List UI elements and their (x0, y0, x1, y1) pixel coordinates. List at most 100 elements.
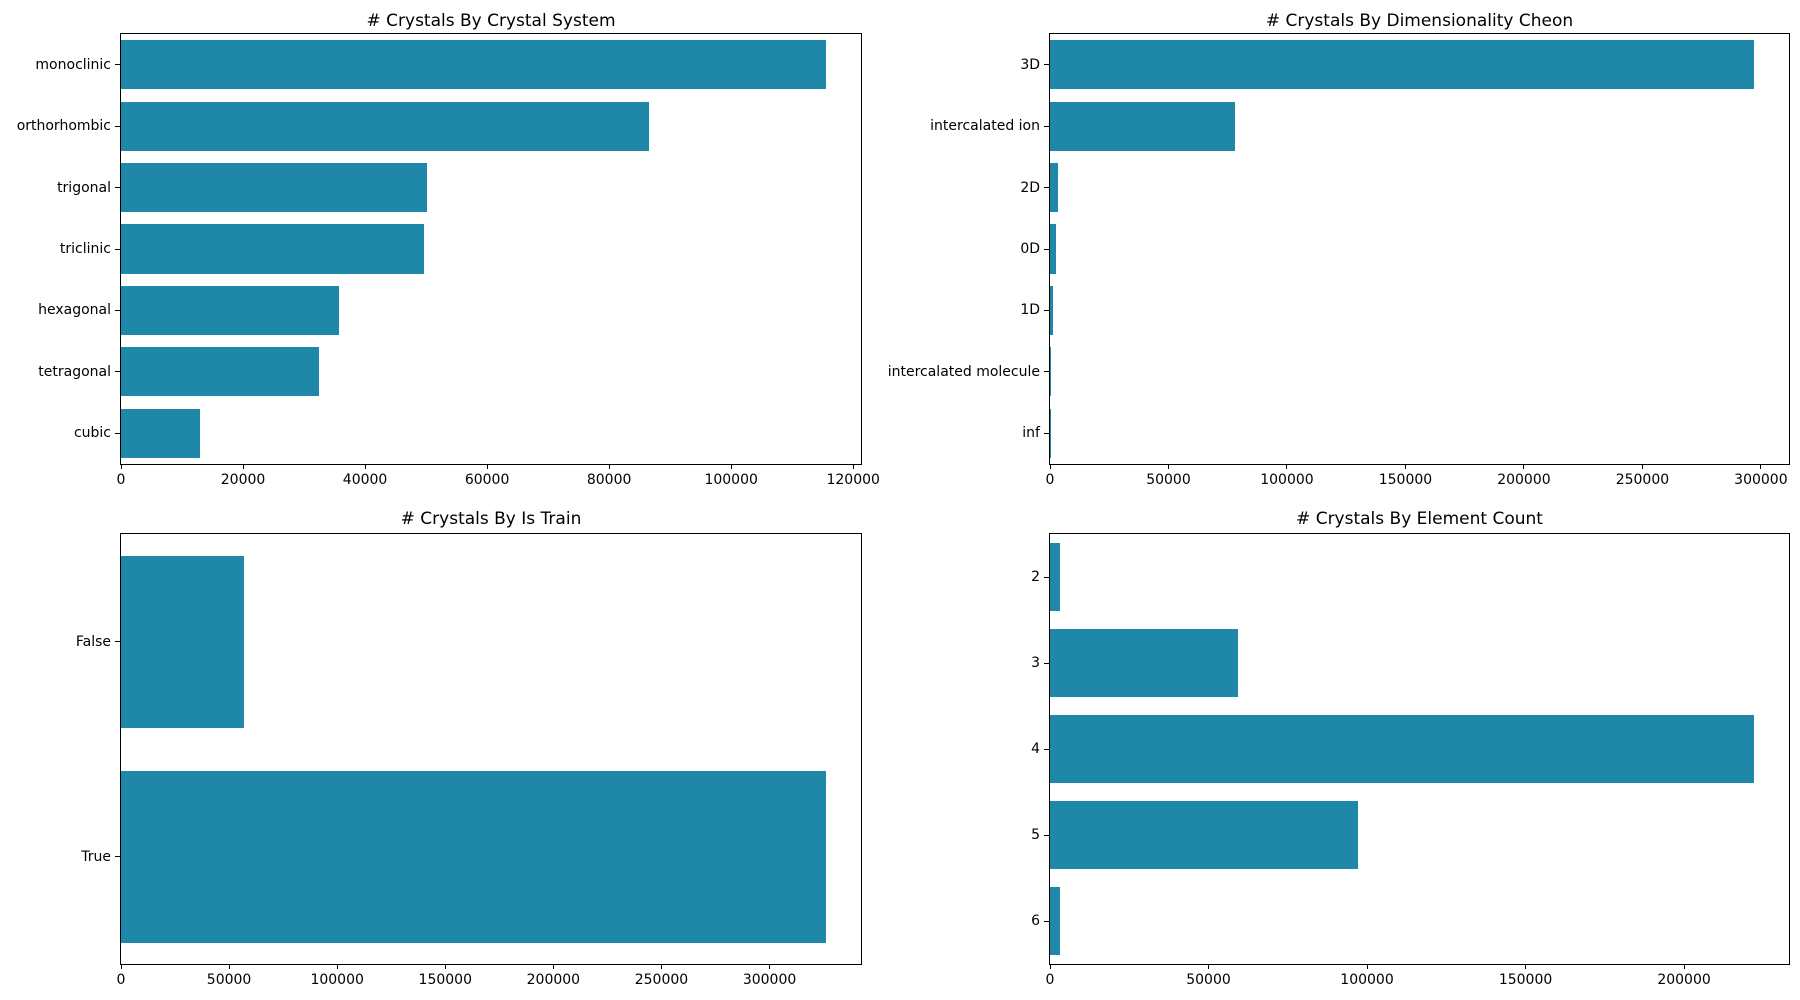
bar (1050, 800, 1359, 870)
bar (1050, 163, 1058, 213)
x-tick (228, 964, 230, 969)
bar (121, 285, 339, 335)
x-tick (120, 464, 122, 469)
x-tick-label: 50000 (1186, 972, 1231, 988)
x-tick (769, 964, 771, 969)
bar (1050, 40, 1754, 90)
chart-title-dimensionality-cheon: # Crystals By Dimensionality Cheon (1265, 11, 1574, 31)
y-tick (1044, 920, 1050, 922)
y-tick (1044, 371, 1050, 373)
y-tick (115, 309, 121, 311)
x-tick (364, 464, 366, 469)
y-tick (1044, 576, 1050, 578)
x-tick (1525, 964, 1527, 969)
x-tick (660, 964, 662, 969)
y-tick (1044, 125, 1050, 127)
bar (1050, 714, 1754, 784)
y-tick-label: inf (1022, 425, 1040, 442)
x-tick-label: 150000 (418, 972, 472, 988)
bar (1050, 628, 1238, 698)
y-tick (115, 125, 121, 127)
chart-title-is-train: # Crystals By Is Train (400, 509, 582, 529)
y-tick (1044, 834, 1050, 836)
bar (121, 40, 826, 90)
x-tick (120, 964, 122, 969)
x-tick (1208, 964, 1210, 969)
x-tick (1366, 964, 1368, 969)
y-tick (115, 641, 121, 642)
y-tick (1044, 248, 1050, 250)
y-tick-label: triclinic (59, 241, 111, 257)
y-tick (1044, 64, 1050, 66)
y-tick (115, 856, 121, 857)
y-tick-label: 3D (1020, 56, 1040, 73)
x-tick-label: 300000 (1734, 472, 1788, 488)
bar (1050, 347, 1051, 397)
y-tick (1044, 309, 1050, 311)
bar (121, 101, 650, 151)
plot-area-crystal-system: monoclinic orthorhombic trigonal triclinic h… (17, 33, 880, 488)
y-tick-label: 6 (1031, 913, 1040, 929)
x-tick (242, 464, 244, 469)
bar (121, 224, 424, 274)
x-tick-label: 50000 (206, 972, 252, 988)
x-tick-label: 80000 (586, 472, 632, 488)
chart-title-element-count: # Crystals By Element Count (1296, 509, 1543, 529)
x-tick-label: 100000 (1340, 972, 1394, 988)
x-tick-label: 100000 (1260, 472, 1314, 488)
x-tick-label: 120000 (826, 472, 880, 488)
x-tick (486, 464, 488, 469)
bar (1050, 101, 1235, 151)
x-tick-label: 100000 (704, 472, 758, 488)
chart-title-crystal-system: # Crystals By Crystal System (366, 11, 616, 31)
y-tick-label: cubic (73, 425, 111, 442)
y-tick-label: hexagonal (38, 302, 111, 319)
y-tick-label: tetragonal (38, 363, 111, 380)
y-tick (1044, 432, 1050, 434)
y-tick (115, 432, 121, 434)
bar (121, 347, 319, 397)
y-tick-label: 5 (1031, 827, 1040, 843)
x-tick (444, 964, 446, 969)
x-tick-label: 250000 (1615, 472, 1670, 488)
bar (1050, 224, 1056, 274)
x-tick-label: 0 (1045, 472, 1055, 488)
x-tick (1049, 464, 1051, 469)
y-tick-label: 2D (1020, 179, 1040, 196)
y-tick-label: 1D (1020, 302, 1040, 319)
x-tick (1404, 464, 1406, 469)
x-tick (1049, 964, 1051, 969)
y-tick-label: 0D (1020, 241, 1040, 257)
y-tick-label: 3 (1031, 655, 1040, 671)
y-tick-label: True (81, 848, 111, 865)
x-tick-label: 150000 (1498, 972, 1553, 988)
x-tick-label: 0 (116, 972, 126, 988)
y-tick-label: trigonal (57, 179, 111, 196)
y-tick-label: 4 (1031, 741, 1040, 757)
plot-area-dimensionality-cheon: 3D intercalated ion 2D 0D 1D intercalated mol… (888, 33, 1790, 488)
y-tick-label: False (75, 633, 111, 650)
bar (121, 163, 428, 213)
y-tick-label: intercalated molecule (887, 363, 1040, 380)
x-tick-label: 250000 (634, 972, 689, 988)
x-tick-label: 100000 (310, 972, 364, 988)
y-tick (1044, 662, 1050, 664)
x-tick (852, 464, 854, 469)
y-tick (115, 187, 121, 189)
x-tick (336, 964, 338, 969)
y-tick (1044, 748, 1050, 750)
x-tick (1760, 464, 1762, 469)
x-tick (1641, 464, 1643, 469)
bar (1050, 886, 1061, 956)
y-tick (115, 248, 121, 250)
x-tick (730, 464, 732, 469)
plot-area-is-train: False True 0 50000 100000 150000 200000 250000 3… (76, 533, 862, 988)
x-tick-label: 300000 (742, 972, 797, 988)
x-tick (608, 464, 610, 469)
y-tick (115, 64, 121, 66)
bar (121, 408, 200, 458)
x-tick (1286, 464, 1288, 469)
bar (1050, 542, 1060, 612)
x-tick (1167, 464, 1169, 469)
